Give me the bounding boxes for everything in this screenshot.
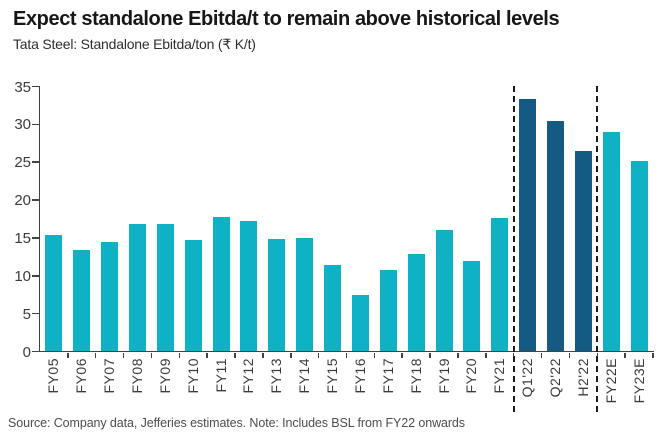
y-axis-tick: [32, 85, 39, 88]
x-axis-tick: [345, 353, 348, 358]
y-axis-label: 5: [22, 305, 31, 323]
x-axis-tick: [150, 353, 153, 358]
x-axis-label: FY15: [324, 358, 341, 394]
x-axis-tick: [401, 353, 403, 358]
bar-FY18: [407, 253, 425, 352]
x-axis-tick: [178, 353, 181, 358]
bar-FY08: [129, 223, 147, 352]
bar-FY17: [379, 269, 397, 352]
x-axis-label: FY23E: [630, 358, 647, 404]
x-axis-tick: [94, 353, 97, 358]
y-axis-label: 15: [14, 229, 31, 247]
y-axis-tick: [32, 199, 39, 201]
bar-FY23E: [630, 160, 648, 352]
x-axis-label: Q2'22: [546, 358, 563, 398]
x-axis-tick: [624, 353, 626, 358]
x-axis-tick: [652, 353, 654, 358]
x-axis-tick: [429, 353, 431, 358]
bar-FY10: [184, 240, 202, 352]
bar-H2'22: [574, 150, 592, 352]
x-axis-label: FY08: [129, 358, 146, 394]
y-axis-tick: [32, 275, 39, 277]
x-axis-tick: [290, 353, 292, 358]
bar-FY07: [101, 241, 119, 352]
forecast-separator-line: [512, 86, 515, 412]
y-axis-tick: [32, 237, 39, 239]
source-note: Source: Company data, Jefferies estimate…: [8, 416, 465, 430]
x-axis-label: FY12: [240, 358, 257, 394]
x-axis-tick: [234, 353, 236, 358]
bar-FY20: [463, 260, 481, 352]
plot-area: [38, 86, 654, 352]
x-axis-label: FY05: [45, 358, 62, 394]
bar-FY22E: [602, 131, 620, 352]
x-axis-tick: [317, 353, 320, 358]
x-axis-label: Q1'22: [519, 358, 536, 398]
x-axis-label: FY14: [296, 358, 313, 394]
bar-FY05: [45, 234, 63, 352]
x-axis-label: FY10: [184, 358, 201, 394]
x-axis-label: FY07: [101, 358, 118, 394]
bar-Q1'22: [519, 99, 537, 352]
bar-FY11: [212, 216, 230, 352]
x-axis-tick: [457, 353, 459, 358]
x-axis-tick: [122, 353, 125, 358]
bar-FY14: [296, 237, 314, 352]
x-axis-label: FY21: [491, 358, 508, 394]
bar-FY15: [324, 265, 342, 352]
x-axis-label: FY18: [407, 358, 424, 394]
bar-FY16: [351, 294, 369, 352]
x-axis-tick: [568, 353, 571, 358]
y-axis-label: 35: [14, 78, 31, 96]
x-axis-label: FY17: [379, 358, 396, 394]
x-axis-tick: [540, 353, 543, 358]
x-axis-label: FY13: [268, 358, 285, 394]
y-axis-label: 30: [14, 116, 31, 134]
x-axis-label: FY20: [463, 358, 480, 394]
bar-Q2'22: [546, 121, 564, 352]
chart-title: Expect standalone Ebitda/t to remain abo…: [13, 8, 560, 30]
y-axis-label: 20: [14, 192, 31, 210]
x-axis-label: FY22E: [602, 358, 619, 404]
bar-FY09: [156, 223, 174, 352]
bar-FY13: [268, 239, 286, 352]
chart-subtitle: Tata Steel: Standalone Ebitda/ton (₹ K/t…: [13, 36, 256, 52]
y-axis-tick: [32, 350, 39, 353]
bar-FY19: [435, 229, 453, 352]
x-axis-tick: [373, 353, 376, 358]
x-axis-label: H2'22: [574, 358, 591, 397]
bar-FY12: [240, 220, 258, 352]
x-axis-label: FY09: [156, 358, 173, 394]
y-axis-label: 25: [14, 154, 31, 172]
forecast-separator-line: [596, 86, 599, 412]
x-axis-label: FY19: [435, 358, 452, 394]
y-axis-tick: [32, 161, 39, 163]
x-axis-tick: [262, 353, 264, 358]
y-axis-label: 10: [14, 267, 31, 285]
x-axis-tick: [485, 353, 487, 358]
x-axis-label: FY11: [212, 358, 229, 393]
y-axis-tick: [32, 123, 39, 126]
x-axis-label: FY16: [351, 358, 368, 394]
y-axis-label: 0: [22, 343, 31, 361]
x-axis-tick: [206, 353, 208, 358]
x-axis-label: FY06: [73, 358, 90, 394]
bar-FY06: [73, 250, 91, 352]
bar-FY21: [491, 218, 509, 352]
x-axis-tick: [67, 353, 69, 358]
y-axis-tick: [32, 312, 39, 315]
